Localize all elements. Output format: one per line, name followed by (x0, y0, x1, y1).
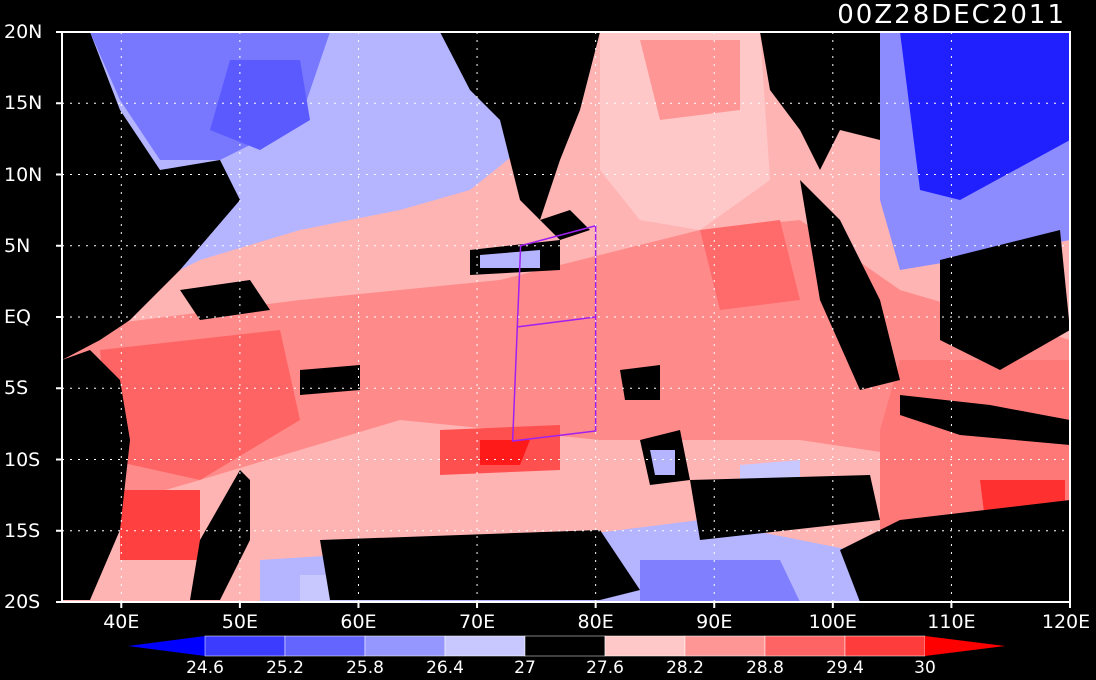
colorbar-label: 27.6 (586, 658, 624, 678)
lat-label: 20S (4, 591, 41, 613)
colorbar-swatch (764, 635, 846, 657)
colorbar-swatch (364, 635, 446, 657)
colorbar-high-arrow (925, 636, 1005, 656)
colorbar-label: 27 (514, 658, 536, 678)
colorbar (128, 635, 1005, 657)
lon-label: 80E (577, 611, 614, 633)
colorbar-swatch (684, 635, 766, 657)
analysis-box (511, 224, 597, 442)
colorbar-label: 26.4 (426, 658, 464, 678)
lat-label: 5S (4, 377, 29, 400)
lat-label: 5N (4, 234, 31, 257)
lon-label: 100E (808, 611, 857, 633)
box-divider (516, 316, 596, 328)
colorbar-swatch (204, 635, 286, 657)
lat-label: EQ (4, 306, 31, 328)
lon-label: 90E (696, 611, 733, 633)
colorbar-swatch (524, 635, 606, 657)
lon-label: 70E (458, 611, 496, 633)
map-field (62, 32, 1070, 602)
lon-label: 60E (340, 611, 377, 633)
colorbar-low-arrow (128, 636, 205, 656)
lat-label: 10S (4, 448, 41, 471)
lon-label: 110E (927, 611, 976, 633)
colorbar-label: 28.8 (746, 658, 784, 678)
colorbar-swatch (284, 635, 366, 657)
colorbar-label: 25.8 (346, 658, 384, 678)
colorbar-label: 30 (914, 658, 936, 678)
colorbar-swatch (444, 635, 526, 657)
box-outline (511, 224, 597, 442)
axis-ticks (56, 31, 1071, 608)
colorbar-label: 28.2 (666, 658, 704, 678)
colorbar-label: 24.6 (186, 658, 224, 678)
lat-label: 20N (4, 21, 43, 43)
lat-label: 15S (4, 519, 41, 542)
lon-label: 50E (221, 611, 258, 633)
colorbar-swatch (604, 635, 686, 657)
lat-label: 15N (4, 92, 43, 115)
colorbar-swatch (844, 635, 926, 657)
lon-label: 40E (103, 611, 140, 633)
map-title: 00Z28DEC2011 (837, 0, 1066, 30)
lat-label: 10N (4, 163, 43, 186)
colorbar-label: 25.2 (266, 658, 304, 678)
lon-label: 120E (1041, 611, 1091, 633)
colorbar-label: 29.4 (826, 658, 864, 678)
